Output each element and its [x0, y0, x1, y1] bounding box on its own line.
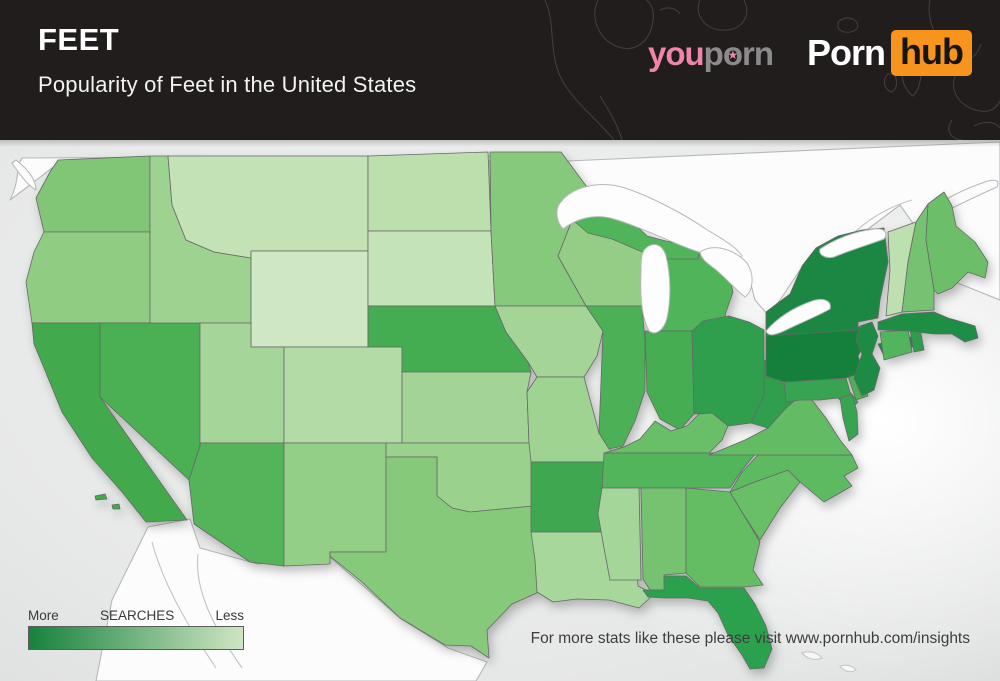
coastline-detail [151, 541, 217, 669]
map-legend: More SEARCHES Less [28, 608, 244, 650]
world-outline-path [599, 95, 623, 140]
legend-title: SEARCHES [99, 608, 175, 623]
coastline-detail [854, 199, 913, 233]
great-lakes-layer [556, 184, 887, 336]
state-MA [877, 311, 979, 343]
world-outline-path [659, 7, 681, 15]
state-TX [329, 456, 540, 659]
header: FEET Popularity of Feet in the United St… [0, 0, 1000, 140]
state-KS [401, 371, 532, 444]
state-MD [839, 393, 859, 442]
world-outline-path [883, 73, 898, 93]
state-MT [167, 155, 369, 259]
great-lake-shape [640, 244, 671, 334]
state-ME [925, 191, 989, 295]
youporn-logo-letter: p [703, 34, 724, 72]
youporn-logo-letter: o [723, 37, 743, 70]
state-WA [35, 155, 151, 233]
state-TN [601, 452, 757, 489]
state-CA [111, 503, 121, 510]
us-choropleth-map [9, 141, 1000, 681]
state-MS [597, 487, 642, 581]
state-CO [283, 346, 403, 444]
pornhub-logo-hub: hub [891, 30, 972, 76]
page-title: FEET [38, 22, 120, 57]
world-outline-path [837, 17, 859, 33]
state-IN [644, 330, 695, 431]
state-CA [94, 493, 108, 501]
legend-less-label: Less [215, 608, 244, 623]
state-WY [250, 250, 369, 348]
world-outline-path [973, 121, 1000, 129]
state-ND [367, 151, 492, 232]
legend-labels: More SEARCHES Less [28, 608, 244, 623]
youporn-logo-letter: u [684, 34, 704, 72]
youporn-logo-letter: o [665, 37, 685, 70]
pornhub-logo: Porn hub [807, 30, 972, 76]
map-area: More SEARCHES Less For more stats like t… [0, 140, 1000, 681]
state-NJ [853, 321, 881, 397]
brand-logos: youporn Porn hub [648, 30, 972, 76]
world-outline-path [953, 69, 1000, 112]
state-OR [25, 231, 151, 324]
coastline-detail [196, 553, 243, 669]
island-outline [839, 664, 857, 673]
state-AL [640, 487, 687, 591]
world-outline-path [697, 0, 748, 31]
page-subtitle: Popularity of Feet in the United States [38, 72, 417, 97]
state-AZ [188, 442, 285, 567]
youporn-logo-letter: y [647, 34, 666, 72]
state-FL [642, 575, 773, 670]
world-outline-path [544, 0, 615, 140]
state-CT [879, 329, 913, 361]
pornhub-logo-porn: Porn [807, 32, 886, 73]
great-lake-shape [765, 298, 831, 336]
world-outline-path [594, 0, 654, 50]
state-IL [585, 305, 646, 450]
footer-note: For more stats like these please visit w… [530, 630, 970, 647]
state-OH [691, 315, 765, 427]
youporn-logo: youporn [647, 34, 774, 72]
state-SD [367, 230, 496, 307]
great-lake-shape [819, 228, 887, 258]
state-NM [283, 442, 387, 567]
youporn-logo-letter: rn [742, 34, 774, 72]
canada-shape [11, 159, 37, 191]
great-lake-shape [699, 247, 753, 298]
world-outline-path [948, 119, 963, 140]
state-KY [603, 412, 729, 454]
legend-gradient-bar [28, 626, 244, 650]
legend-more-label: More [28, 608, 59, 623]
island-outline [801, 651, 823, 660]
